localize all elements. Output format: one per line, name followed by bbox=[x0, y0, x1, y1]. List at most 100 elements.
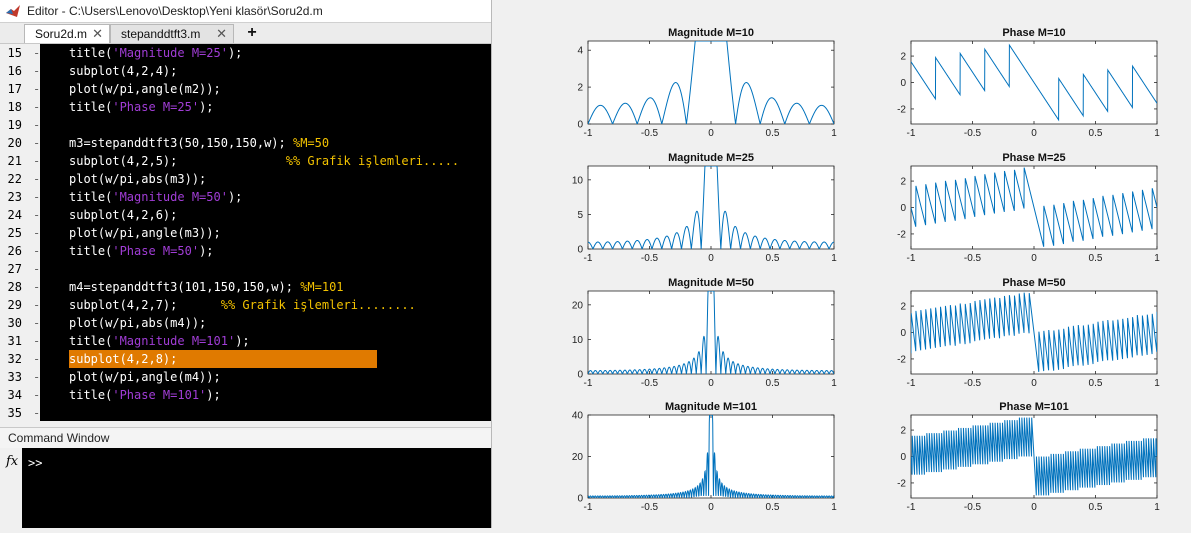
code-line[interactable]: 26- title('Phase M=50'); bbox=[0, 242, 491, 260]
breakpoint-marker[interactable]: - bbox=[33, 298, 41, 312]
breakpoint-marker[interactable]: - bbox=[33, 406, 41, 420]
breakpoint-marker[interactable]: - bbox=[33, 154, 41, 168]
breakpoint-marker[interactable]: - bbox=[33, 82, 41, 96]
subplot-title: Phase M=101 bbox=[999, 401, 1068, 413]
figure-window: Magnitude M=10 -1 -0.5 0 0.5 1 0 2 4 Phase M=10 -1… bbox=[492, 0, 1191, 528]
x-tick-label: 1 bbox=[831, 502, 837, 513]
function-browser-icon[interactable]: fx bbox=[0, 448, 22, 528]
code-comment: %% Grafik işlemleri..... bbox=[285, 154, 460, 168]
command-prompt[interactable]: >> bbox=[28, 456, 43, 470]
code-line[interactable]: 19- bbox=[0, 116, 491, 134]
code-line[interactable]: 17- plot(w/pi,angle(m2)); bbox=[0, 80, 491, 98]
subplot-6: Phase M=50 -1 -0.5 0 0.5 1 -2 0 2 bbox=[897, 277, 1160, 389]
code-string: 'Phase M=101' bbox=[112, 388, 207, 402]
close-tab-icon[interactable]: ✕ bbox=[216, 26, 227, 41]
code-text: plot(w/pi,angle(m2)); bbox=[69, 80, 221, 98]
code-line[interactable]: 34- title('Phase M=101'); bbox=[0, 386, 491, 404]
code-line[interactable]: 25- plot(w/pi,angle(m3)); bbox=[0, 224, 491, 242]
line-number: 17 bbox=[7, 82, 22, 96]
editor-window-title: Editor - C:\Users\Lenovo\Desktop\Yeni kl… bbox=[27, 4, 323, 18]
command-window[interactable]: fx >> bbox=[0, 448, 491, 528]
breakpoint-marker[interactable]: - bbox=[33, 388, 41, 402]
breakpoint-marker[interactable]: - bbox=[33, 208, 41, 222]
code-text: title('Phase M=101'); bbox=[69, 386, 221, 404]
code-line[interactable]: 16- subplot(4,2,4); bbox=[0, 62, 491, 80]
x-tick-label: 0.5 bbox=[766, 378, 780, 389]
breakpoint-marker[interactable]: - bbox=[33, 118, 41, 132]
code-line[interactable]: 22- plot(w/pi,abs(m3)); bbox=[0, 170, 491, 188]
code-string: 'Magnitude M=25' bbox=[112, 46, 228, 60]
code-line[interactable]: 27- bbox=[0, 260, 491, 278]
code-token: plot(w/pi,angle(m4)); bbox=[69, 370, 221, 384]
y-tick-label: 0 bbox=[577, 120, 583, 131]
x-tick-label: 1 bbox=[1154, 253, 1160, 264]
code-text: subplot(4,2,6); bbox=[69, 206, 177, 224]
add-tab-button[interactable]: + bbox=[247, 24, 257, 41]
breakpoint-marker[interactable]: - bbox=[33, 46, 41, 60]
editor-titlebar[interactable]: Editor - C:\Users\Lenovo\Desktop\Yeni kl… bbox=[0, 0, 491, 23]
code-line[interactable]: 24- subplot(4,2,6); bbox=[0, 206, 491, 224]
code-line[interactable]: 28- m4=stepanddtft3(101,150,150,w); %M=10… bbox=[0, 278, 491, 296]
subplot-title: Magnitude M=50 bbox=[668, 277, 754, 289]
breakpoint-marker[interactable]: - bbox=[33, 370, 41, 384]
x-tick-label: -1 bbox=[907, 378, 916, 389]
code-editor[interactable]: 15- title('Magnitude M=25'); 16- subplot(4,… bbox=[0, 44, 491, 421]
breakpoint-marker[interactable]: - bbox=[33, 226, 41, 240]
subplot-title: Phase M=10 bbox=[1002, 27, 1065, 39]
y-tick-label: 2 bbox=[900, 177, 906, 188]
line-number-gutter bbox=[0, 44, 40, 421]
breakpoint-marker[interactable]: - bbox=[33, 172, 41, 186]
code-line[interactable]: 35- bbox=[0, 404, 491, 421]
x-tick-label: -0.5 bbox=[964, 378, 982, 389]
x-tick-label: 1 bbox=[1154, 378, 1160, 389]
code-token: title( bbox=[69, 190, 113, 204]
code-line[interactable]: 23- title('Magnitude M=50'); bbox=[0, 188, 491, 206]
breakpoint-marker[interactable]: - bbox=[33, 280, 41, 294]
axes-box bbox=[587, 165, 835, 250]
breakpoint-marker[interactable]: - bbox=[33, 316, 41, 330]
tab-soru2d[interactable]: Soru2d.m ✕ bbox=[24, 24, 110, 43]
breakpoint-marker[interactable]: - bbox=[33, 352, 41, 366]
code-text: plot(w/pi,angle(m3)); bbox=[69, 224, 221, 242]
breakpoint-marker[interactable]: - bbox=[33, 334, 41, 348]
code-line[interactable]: 30- plot(w/pi,abs(m4)); bbox=[0, 314, 491, 332]
code-token: subplot(4,2,7); bbox=[69, 298, 221, 312]
y-tick-label: 10 bbox=[572, 335, 584, 346]
y-tick-label: 20 bbox=[572, 452, 584, 463]
breakpoint-marker[interactable]: - bbox=[33, 100, 41, 114]
breakpoint-marker[interactable]: - bbox=[33, 190, 41, 204]
tab-stepanddtft3[interactable]: stepanddtft3.m ✕ bbox=[110, 24, 234, 43]
code-line[interactable]: 31- title('Magnitude M=101'); bbox=[0, 332, 491, 350]
breakpoint-marker[interactable]: - bbox=[33, 262, 41, 276]
subplot-1: Magnitude M=10 -1 -0.5 0 0.5 1 0 2 4 bbox=[577, 27, 837, 139]
code-text: subplot(4,2,5); %% Grafik işlemleri..... bbox=[69, 152, 459, 170]
code-text: title('Magnitude M=50'); bbox=[69, 188, 242, 206]
code-token: ); bbox=[206, 388, 221, 402]
close-tab-icon[interactable]: ✕ bbox=[92, 26, 103, 41]
code-line[interactable]: 18- title('Phase M=25'); bbox=[0, 98, 491, 116]
code-line[interactable]: 33- plot(w/pi,angle(m4)); bbox=[0, 368, 491, 386]
breakpoint-marker[interactable]: - bbox=[33, 136, 41, 150]
code-line[interactable]: 32- subplot(4,2,8); bbox=[0, 350, 491, 368]
breakpoint-marker[interactable]: - bbox=[33, 244, 41, 258]
code-line[interactable]: 29- subplot(4,2,7); %% Grafik işlemleri..… bbox=[0, 296, 491, 314]
code-line[interactable]: 21- subplot(4,2,5); %% Grafik işlemleri..… bbox=[0, 152, 491, 170]
y-tick-label: 2 bbox=[900, 52, 906, 63]
y-tick-label: -2 bbox=[897, 478, 906, 489]
code-text: subplot(4,2,7); %% Grafik işlemleri.....… bbox=[69, 296, 416, 314]
code-string: 'Magnitude M=50' bbox=[112, 190, 228, 204]
code-token: title( bbox=[69, 100, 113, 114]
y-tick-label: -2 bbox=[897, 354, 906, 365]
subplot-title: Magnitude M=101 bbox=[665, 401, 757, 413]
code-token: ); bbox=[235, 334, 250, 348]
code-line[interactable]: 15- title('Magnitude M=25'); bbox=[0, 44, 491, 62]
tab-label: stepanddtft3.m bbox=[121, 27, 201, 41]
line-number: 35 bbox=[7, 406, 22, 420]
breakpoint-marker[interactable]: - bbox=[33, 64, 41, 78]
code-token: plot(w/pi,angle(m3)); bbox=[69, 226, 221, 240]
line-number: 16 bbox=[7, 64, 22, 78]
y-tick-label: -2 bbox=[897, 229, 906, 240]
code-line[interactable]: 20- m3=stepanddtft3(50,150,150,w); %M=50 bbox=[0, 134, 491, 152]
x-tick-label: 0.5 bbox=[766, 128, 780, 139]
subplot-2: Phase M=10 -1 -0.5 0 0.5 1 -2 0 2 bbox=[897, 27, 1160, 139]
